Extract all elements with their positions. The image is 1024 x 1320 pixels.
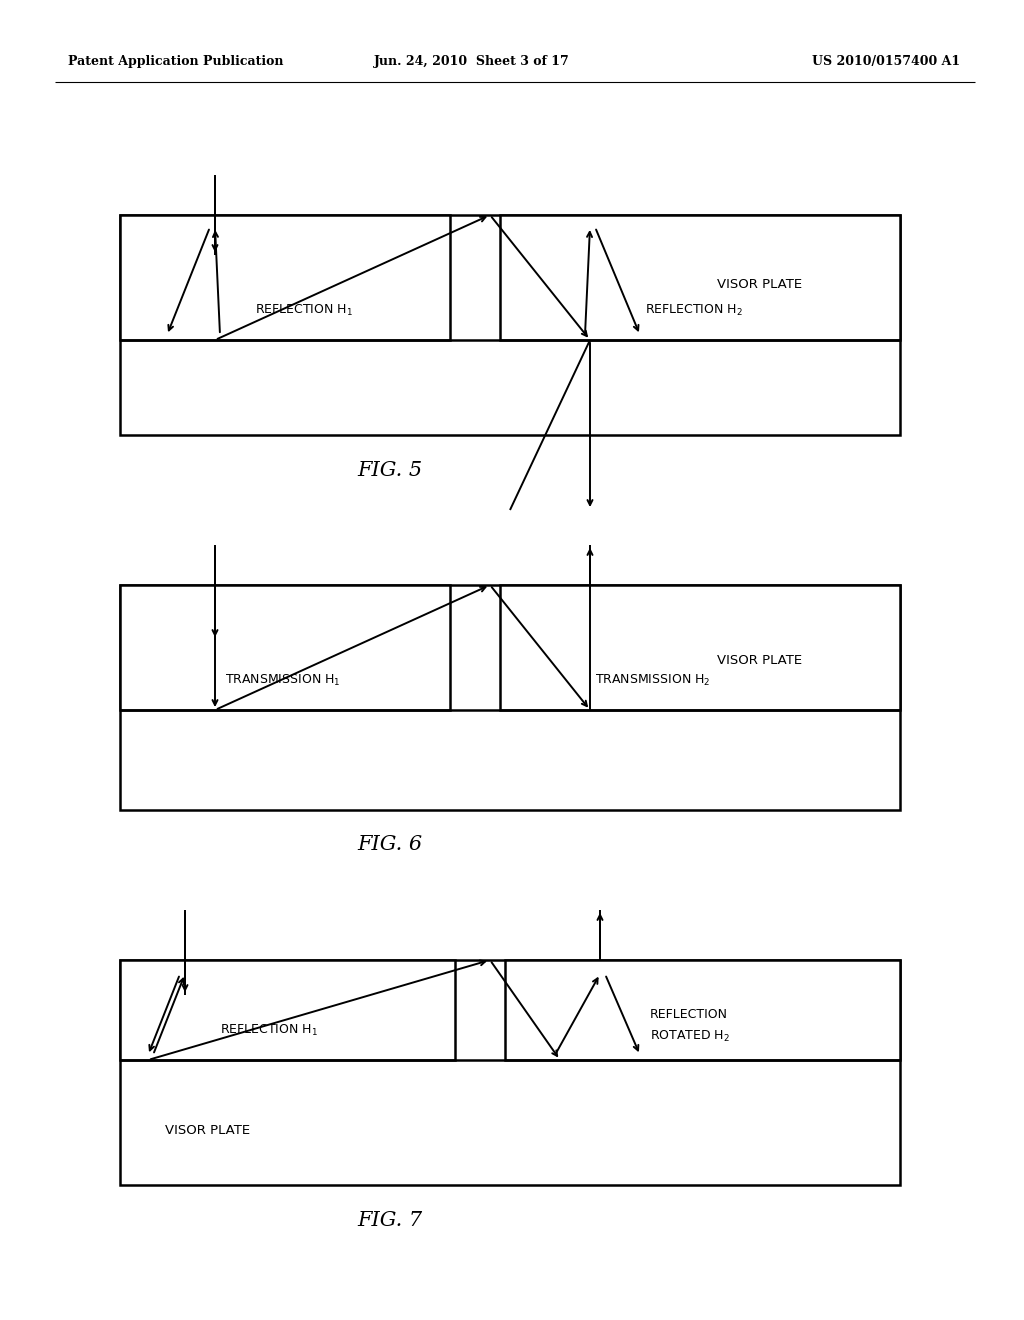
Text: REFLECTION: REFLECTION [650, 1007, 728, 1020]
Text: TRANSMISSION H$_2$: TRANSMISSION H$_2$ [595, 672, 711, 688]
Bar [500, 585, 900, 710]
Text: Patent Application Publication: Patent Application Publication [68, 55, 284, 69]
Text: REFLECTION H$_1$: REFLECTION H$_1$ [255, 302, 353, 318]
Bar [120, 960, 455, 1060]
Bar [120, 960, 900, 1185]
Bar [120, 215, 900, 436]
Bar [120, 585, 450, 710]
Text: VISOR PLATE: VISOR PLATE [718, 653, 803, 667]
Text: REFLECTION H$_1$: REFLECTION H$_1$ [220, 1023, 318, 1038]
Text: TRANSMISSION H$_1$: TRANSMISSION H$_1$ [225, 672, 341, 688]
Text: REFLECTION H$_2$: REFLECTION H$_2$ [645, 302, 743, 318]
Text: FIG. 7: FIG. 7 [357, 1210, 423, 1229]
Bar [120, 215, 450, 341]
Bar [505, 960, 900, 1060]
Text: FIG. 5: FIG. 5 [357, 461, 423, 479]
Text: FIG. 6: FIG. 6 [357, 836, 423, 854]
Text: VISOR PLATE: VISOR PLATE [718, 279, 803, 292]
Bar [500, 215, 900, 341]
Bar [120, 585, 900, 810]
Text: Jun. 24, 2010  Sheet 3 of 17: Jun. 24, 2010 Sheet 3 of 17 [374, 55, 570, 69]
Text: VISOR PLATE: VISOR PLATE [165, 1123, 250, 1137]
Text: ROTATED H$_2$: ROTATED H$_2$ [650, 1028, 730, 1044]
Text: US 2010/0157400 A1: US 2010/0157400 A1 [812, 55, 961, 69]
